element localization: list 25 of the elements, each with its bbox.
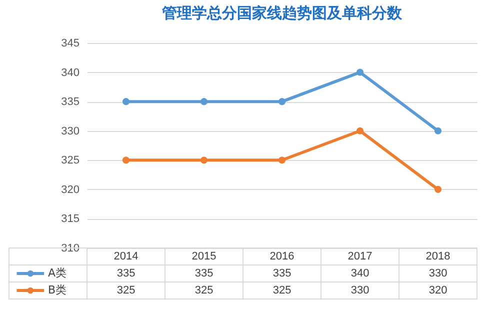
data-label: 325 [194, 284, 214, 296]
x-tick-label: 2018 [426, 250, 450, 262]
data-label: 340 [350, 268, 370, 280]
x-tick-label: 2014 [114, 250, 138, 262]
data-label: 325 [272, 284, 292, 296]
y-tick-label: 335 [61, 96, 80, 108]
x-tick-label: 2016 [270, 250, 294, 262]
data-label: 330 [350, 284, 370, 296]
y-tick-label: 345 [61, 38, 80, 50]
data-label: 335 [116, 268, 136, 280]
data-label: 335 [194, 268, 214, 280]
legend-label: A类 [48, 266, 67, 280]
legend-label: B类 [48, 284, 67, 296]
y-tick-label: 320 [61, 184, 80, 196]
y-tick-label: 325 [61, 154, 80, 167]
y-tick-label: 340 [61, 66, 80, 79]
data-label: 330 [428, 268, 448, 280]
y-tick-label: 330 [61, 125, 80, 138]
data-label: 320 [428, 284, 448, 296]
data-label: 325 [116, 284, 136, 296]
chart-title: 管理学总分国家线趋势图及单科分数 [161, 4, 403, 22]
x-tick-label: 2017 [348, 250, 372, 262]
y-tick-label: 315 [61, 213, 80, 226]
data-label: 335 [272, 268, 292, 280]
x-tick-label: 2015 [192, 250, 216, 262]
